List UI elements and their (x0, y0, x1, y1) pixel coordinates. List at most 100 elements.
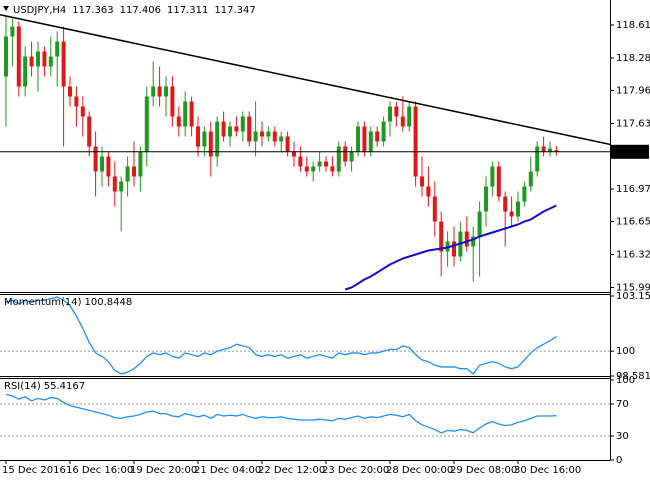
y-tick-label: 0 (616, 455, 622, 466)
candle-body (522, 186, 527, 202)
candle-body (29, 56, 34, 67)
moving-average (344, 204, 557, 291)
candle-body (164, 86, 168, 97)
x-tick-label: 22 Dec 12:00 (258, 465, 325, 476)
y-tick-label: 116.650 (616, 217, 650, 228)
candle-body (528, 171, 533, 187)
candle-body (151, 86, 156, 97)
candle-body (432, 196, 437, 222)
ohlc-value: 117.363 (72, 5, 113, 16)
candle-body (356, 126, 360, 152)
candle-body (388, 106, 392, 122)
candle-body (292, 151, 296, 157)
candle-body (80, 106, 85, 117)
candle-body (157, 86, 162, 97)
ohlc-value: 117.406 (120, 5, 161, 16)
candle-body (68, 86, 72, 97)
indicator-value: 100.8448 (85, 297, 133, 308)
candle-body (285, 136, 290, 152)
candle-body (42, 51, 47, 67)
y-tick-label: 30 (616, 431, 629, 442)
panel-frames (0, 0, 611, 461)
candle-body (119, 181, 124, 192)
candle-body (503, 196, 508, 212)
ohlc-value: 117.347 (214, 5, 255, 16)
candle-body (426, 186, 431, 197)
candle-body (215, 121, 220, 157)
trendline-extension (556, 132, 610, 146)
y-tick-label: 116.320 (616, 250, 650, 261)
candle-body (554, 150, 559, 152)
candle-body (362, 126, 367, 152)
candle-body (413, 106, 418, 177)
candle-body (343, 146, 348, 162)
candle-body (16, 26, 21, 87)
candle-body (61, 41, 66, 87)
candle-body (183, 101, 188, 127)
candle-body (170, 86, 175, 117)
candle-body (260, 131, 264, 137)
candle-body (266, 131, 271, 137)
candle-body (10, 26, 15, 37)
candle-body (407, 106, 412, 127)
x-tick-label: 29 Dec 08:00 (450, 465, 517, 476)
candle-body (132, 166, 136, 177)
candle-body (247, 116, 252, 142)
candle-body (336, 146, 341, 172)
x-tick-label: 28 Dec 00:00 (386, 465, 453, 476)
candle-body (400, 116, 405, 127)
x-tick-label: 23 Dec 20:00 (322, 465, 389, 476)
symbol-title: USDJPY,H4 (13, 5, 66, 16)
candle-body (279, 136, 284, 142)
candle-body (240, 116, 245, 132)
candle-body (106, 156, 111, 177)
x-tick-label: 19 Dec 20:00 (130, 465, 197, 476)
y-tick-label: 118.285 (616, 53, 650, 64)
indicator-header: Momentum(14) 100.8448 (4, 297, 132, 308)
candle-body (112, 176, 117, 192)
candle-body (228, 126, 232, 137)
candle-body (87, 116, 92, 147)
candle-body (548, 148, 552, 152)
candle-body (36, 51, 40, 67)
candle-body (330, 166, 335, 172)
y-tick-label: 100 (616, 375, 635, 386)
y-tick-label: 103.1506 (616, 291, 650, 302)
panel (0, 296, 610, 375)
collapse-icon (3, 6, 9, 11)
indicator-line (5, 296, 557, 375)
candle-body (221, 121, 226, 137)
candle-body (381, 121, 386, 142)
panel (0, 13, 610, 291)
last-price-label: 117.347 (614, 147, 650, 158)
candle-body (324, 161, 328, 167)
indicator-name: RSI(14) (4, 381, 41, 392)
candle-body (349, 151, 354, 162)
trendline-extension (0, 13, 7, 17)
candle-body (509, 211, 514, 217)
candle-body (176, 116, 181, 127)
candle-body (202, 131, 207, 147)
candle-body (452, 241, 456, 257)
candle-body (420, 176, 424, 187)
x-tick-label: 16 Dec 16:00 (66, 465, 133, 476)
candle-body (100, 156, 104, 172)
chart-header: USDJPY,H4 117.363 117.406 117.311 117.347 (13, 5, 256, 16)
candle-body (490, 166, 495, 187)
indicator-name: Momentum(14) (4, 297, 82, 308)
candle-body (272, 131, 277, 142)
candle-body (93, 146, 98, 172)
ohlc-value: 117.311 (167, 5, 208, 16)
candle-body (4, 36, 8, 77)
candle-body (298, 156, 303, 167)
y-tick-label: 70 (616, 399, 629, 410)
candle-body (55, 41, 60, 57)
panel (0, 393, 610, 437)
candle-body (196, 126, 200, 147)
y-tick-label: 118.615 (616, 20, 650, 31)
candle-body (535, 146, 540, 172)
candle-body (234, 126, 239, 132)
candle-body (23, 56, 28, 87)
